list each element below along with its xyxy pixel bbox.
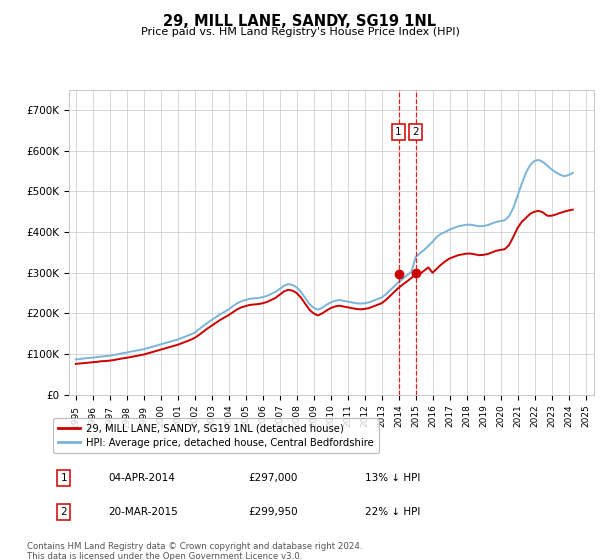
Text: 13% ↓ HPI: 13% ↓ HPI [365, 473, 420, 483]
Text: 1: 1 [61, 473, 67, 483]
Text: Contains HM Land Registry data © Crown copyright and database right 2024.: Contains HM Land Registry data © Crown c… [27, 542, 362, 550]
Legend: 29, MILL LANE, SANDY, SG19 1NL (detached house), HPI: Average price, detached ho: 29, MILL LANE, SANDY, SG19 1NL (detached… [53, 418, 379, 452]
Text: £299,950: £299,950 [248, 507, 298, 517]
Text: 22% ↓ HPI: 22% ↓ HPI [365, 507, 420, 517]
Text: £297,000: £297,000 [248, 473, 298, 483]
Text: Price paid vs. HM Land Registry's House Price Index (HPI): Price paid vs. HM Land Registry's House … [140, 27, 460, 37]
Text: 1: 1 [395, 127, 402, 137]
Text: 2: 2 [61, 507, 67, 517]
Text: 2: 2 [412, 127, 419, 137]
Text: 29, MILL LANE, SANDY, SG19 1NL: 29, MILL LANE, SANDY, SG19 1NL [163, 14, 437, 29]
Text: 20-MAR-2015: 20-MAR-2015 [109, 507, 178, 517]
Text: This data is licensed under the Open Government Licence v3.0.: This data is licensed under the Open Gov… [27, 552, 302, 560]
Text: 04-APR-2014: 04-APR-2014 [109, 473, 176, 483]
